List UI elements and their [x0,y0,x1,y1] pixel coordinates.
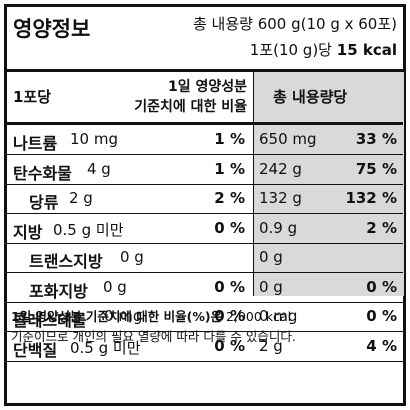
daily-percent: 0 % [214,218,245,237]
daily-percent: 2 % [214,189,245,207]
title: 영양정보 [13,17,91,41]
nutrient-row: 나트륨 10 mg 1 % 650 mg 33 % [7,125,403,155]
amount: 4 g [87,159,111,178]
col-daily-1: 1일 영양성분 [167,79,247,95]
nutrient-row: 트랜스지방 0 g 0 g [7,243,403,273]
footer-kcal: 2,000 kcal [226,309,292,324]
serving: 1포(10 g)당 [249,41,332,59]
nutrition-label: 영양정보 총 내용량 600 g(10 g x 60포) 1포(10 g)당 1… [4,4,406,406]
footer-bold: 1일 영양성분 기준치에 대한 비율(%)은 [11,309,223,324]
nutrient-name: 당류 [29,193,59,212]
nutrient-row: 당류 2 g 2 % 132 g 132 % [7,184,403,214]
total-percent: 132 % [345,189,397,207]
total-amount: 0 mg [259,307,298,325]
footer: 1일 영양성분 기준치에 대한 비율(%)은 2,000 kcal 기준이므로 개… [11,307,296,347]
total-percent: 75 % [355,159,397,178]
total-amount: 0 g [259,277,283,296]
nutrient-row: 콜레스테롤 0 mg 0 % 0 mg 0 % [7,302,403,332]
footer-line2: 기준이므로 개인의 필요 열량에 따라 다를 수 있습니다. [11,329,296,344]
nutrient-name: 콜레스테롤 [13,311,87,330]
total-amount: 총 내용량 600 g(10 g x 60포) [192,15,397,33]
amount: 0 g [120,248,144,266]
serving-line: 1포(10 g)당 15 kcal [250,39,397,60]
nutrient-name: 지방 [13,222,43,242]
nutrient-name: 나트륨 [13,134,58,153]
total-amount: 242 g [259,159,302,178]
amount: 0 mg [104,307,143,325]
nutrient-name: 트랜스지방 [29,252,103,271]
daily-percent: 0 % [214,336,245,355]
amount: 0.5 g 미만 [53,220,124,239]
nutrient-row: 지방 0.5 g 미만 0 % 0.9 g 2 % [7,214,403,244]
col-total: 총 내용량당 [273,88,348,106]
total-percent: 2 % [366,218,397,237]
amount: 0.5 g 미만 [70,338,141,357]
total-percent: 33 % [355,130,397,148]
col-serving: 1포당 [13,88,52,106]
daily-percent: 1 % [214,159,245,178]
nutrient-row: 포화지방 0 g 0 % 0 g 0 % [7,273,403,303]
nutrient-name: 단백질 [13,340,58,360]
total-amount: 2 g [259,336,283,355]
nutrient-row: 단백질 0.5 g 미만 0 % 2 g 4 % [7,332,403,362]
header: 영양정보 총 내용량 600 g(10 g x 60포) 1포(10 g)당 1… [7,7,403,72]
nutrient-name: 탄수화물 [13,163,72,183]
daily-percent: 0 % [214,277,245,296]
total-percent: 4 % [366,336,397,355]
total-amount: 132 g [259,189,302,207]
total-amount: 650 mg [259,130,317,148]
daily-percent: 1 % [214,130,245,148]
daily-percent: 0 % [214,307,245,325]
total-percent: 0 % [366,307,397,325]
total-amount: 0.9 g [259,218,298,237]
kcal: 15 kcal [336,41,397,59]
amount: 2 g [69,189,93,207]
total-amount: 0 g [259,248,283,266]
amount: 10 mg [70,130,118,148]
amount: 0 g [103,277,127,296]
nutrient-name: 포화지방 [29,281,88,301]
total-percent: 0 % [366,277,397,296]
nutrient-row: 탄수화물 4 g 1 % 242 g 75 % [7,155,403,185]
col-daily-2: 기준치에 대한 비율 [134,99,247,115]
